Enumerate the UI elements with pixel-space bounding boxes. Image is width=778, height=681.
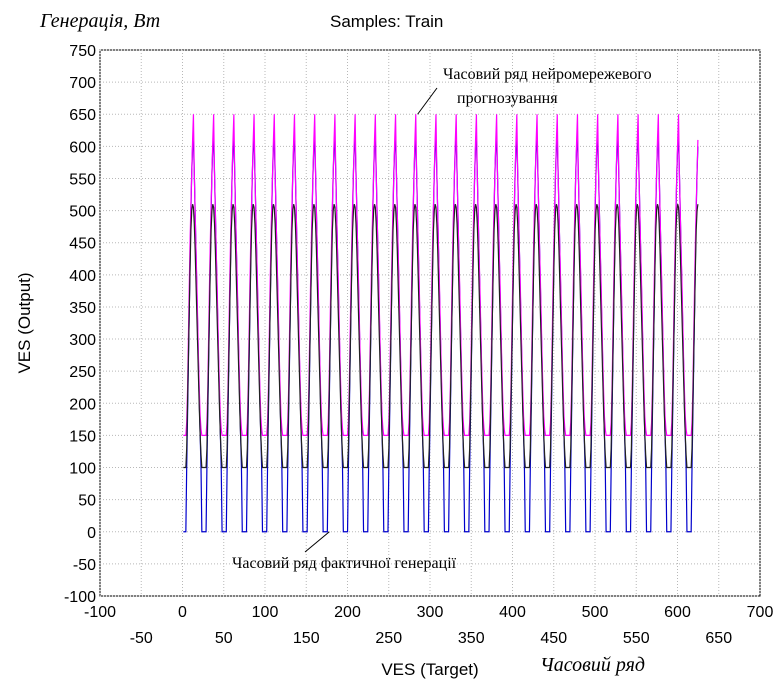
y-tick-label: 500 — [69, 204, 96, 221]
annotation-actual: Часовий ряд фактичної генерації — [232, 555, 457, 572]
y-tick-label: 50 — [78, 493, 96, 510]
x-tick-label: 450 — [540, 630, 567, 647]
series-lines — [183, 114, 699, 533]
y-tick-label: 400 — [69, 268, 96, 285]
gridlines — [99, 49, 761, 597]
x-tick-label: 300 — [417, 604, 444, 621]
y-tick-label: 350 — [69, 300, 96, 317]
x-tick-label: 700 — [747, 604, 774, 621]
x-tick-label: 250 — [375, 630, 402, 647]
x-tick-label: 350 — [458, 630, 485, 647]
x-tick-label: 650 — [705, 630, 732, 647]
y-tick-label: 100 — [69, 461, 96, 478]
y-tick-label: 250 — [69, 364, 96, 381]
y-tick-label: 200 — [69, 396, 96, 413]
y-tick-label: 550 — [69, 171, 96, 188]
x-tick-label: -100 — [84, 604, 116, 621]
y-tick-label: 650 — [69, 107, 96, 124]
y-tick-label: 750 — [69, 43, 96, 60]
x-tick-label: 200 — [334, 604, 361, 621]
y-tick-labels: -100 -50 0 50 100 150 200 250 300 350 400 450 500 550… — [64, 43, 96, 606]
x-tick-label: 150 — [293, 630, 320, 647]
annotation-actual-pointer — [304, 531, 330, 553]
x-tick-label: 550 — [623, 630, 650, 647]
y-tick-label: 450 — [69, 236, 96, 253]
y-tick-label: -100 — [64, 589, 96, 606]
x-tick-label: 400 — [499, 604, 526, 621]
y-tick-label: 0 — [87, 525, 96, 542]
x-tick-label: 500 — [582, 604, 609, 621]
x-tick-label: 600 — [664, 604, 691, 621]
y-tick-label: 600 — [69, 139, 96, 156]
series-line-3 — [183, 204, 699, 469]
y-quantity-label: Генерація, Вт — [39, 10, 160, 32]
annotation-forecast-pointer — [417, 87, 438, 115]
x-tick-label: 0 — [178, 604, 187, 621]
x-axis-label: VES (Target) — [381, 660, 478, 679]
y-tick-label: -50 — [73, 557, 96, 574]
x-quantity-label: Часовий ряд — [540, 654, 645, 676]
x-tick-labels: -100 0 100 200 300 400 500 600 700 -50 50 150 250 350… — [84, 604, 773, 647]
x-tick-label: -50 — [130, 630, 153, 647]
x-tick-label: 50 — [215, 630, 233, 647]
y-tick-label: 700 — [69, 75, 96, 92]
annotation-forecast-line1: Часовий ряд нейромережевого — [443, 66, 652, 83]
y-axis-label: VES (Output) — [15, 272, 34, 373]
y-tick-label: 150 — [69, 428, 96, 445]
x-tick-label: 100 — [252, 604, 279, 621]
annotation-forecast-line2: прогнозування — [457, 90, 558, 107]
chart-title: Samples: Train — [330, 12, 443, 31]
y-tick-label: 300 — [69, 332, 96, 349]
